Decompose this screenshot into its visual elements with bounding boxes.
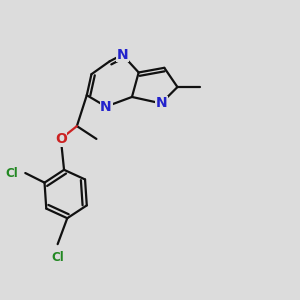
Text: N: N (155, 96, 167, 110)
Text: O: O (55, 132, 67, 146)
Text: Cl: Cl (51, 251, 64, 264)
Text: N: N (116, 48, 128, 62)
Text: Cl: Cl (5, 167, 18, 179)
Text: N: N (100, 100, 112, 114)
